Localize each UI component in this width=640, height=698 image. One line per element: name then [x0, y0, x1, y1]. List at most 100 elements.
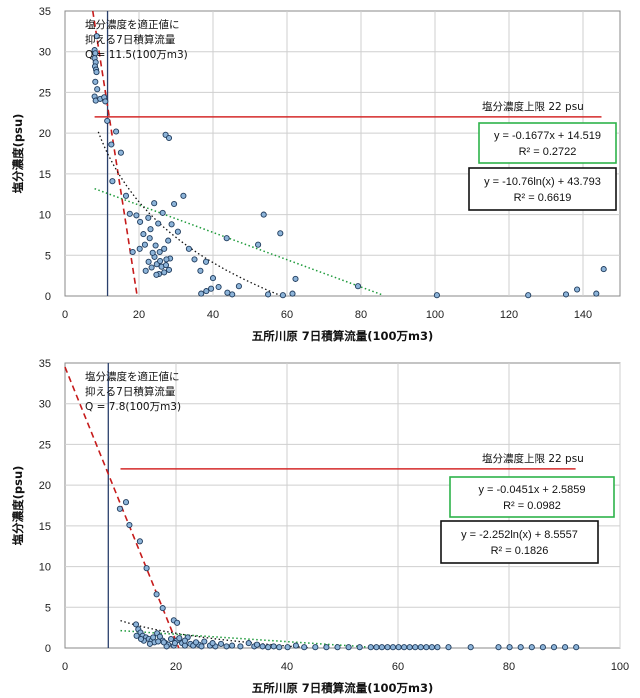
data-point	[368, 645, 373, 650]
log-r2: R² = 0.1826	[491, 545, 549, 557]
data-point	[114, 129, 119, 134]
data-point	[225, 290, 230, 295]
data-point	[149, 265, 154, 270]
y-tick-label: 5	[45, 250, 51, 262]
data-point	[551, 645, 556, 650]
data-point	[148, 227, 153, 232]
data-point	[150, 250, 155, 255]
y-tick-label: 30	[39, 47, 51, 59]
y-tick-label: 0	[45, 643, 51, 655]
data-point	[540, 645, 545, 650]
data-point	[261, 212, 266, 217]
data-point	[199, 291, 204, 296]
data-point	[192, 257, 197, 262]
data-point	[594, 291, 599, 296]
data-point	[137, 539, 142, 544]
x-tick-label: 80	[355, 309, 367, 321]
data-point	[134, 213, 139, 218]
data-point	[169, 222, 174, 227]
data-point	[164, 257, 169, 262]
data-point	[156, 221, 161, 226]
data-point	[105, 118, 110, 123]
data-point	[199, 644, 204, 649]
linear-equation: y = -0.0451x + 2.5859	[478, 484, 585, 496]
x-tick-label: 20	[170, 661, 182, 673]
data-point	[429, 645, 434, 650]
y-tick-label: 20	[39, 480, 51, 492]
data-point	[230, 643, 235, 648]
data-point	[563, 645, 568, 650]
data-point	[496, 645, 501, 650]
data-point	[468, 645, 473, 650]
data-point	[160, 606, 165, 611]
data-point	[181, 193, 186, 198]
log-equation: y = -2.252ln(x) + 8.5557	[461, 529, 578, 541]
data-point	[266, 292, 271, 297]
y-tick-label: 5	[45, 602, 51, 614]
annotation-line-1: 塩分濃度を適正値に	[85, 370, 180, 383]
data-point	[158, 258, 163, 263]
data-point	[110, 179, 115, 184]
x-tick-label: 0	[62, 661, 68, 673]
data-point	[224, 644, 229, 649]
data-point	[435, 645, 440, 650]
y-tick-label: 25	[39, 87, 51, 99]
data-point	[133, 622, 138, 627]
data-point	[563, 292, 568, 297]
data-point	[293, 643, 298, 648]
linear-equation: y = -0.1677x + 14.519	[494, 130, 601, 142]
data-point	[177, 636, 182, 641]
data-point	[147, 236, 152, 241]
x-axis-label: 五所川原 7日積算流量(100万m3)	[252, 681, 434, 695]
data-point	[218, 641, 223, 646]
x-tick-label: 60	[392, 661, 404, 673]
data-point	[446, 645, 451, 650]
data-point	[335, 645, 340, 650]
chart-bottom: 0 20 40 60 80 100 0 5 10 15 20 25 30 35 塩分濃度を適正値に 抑え…	[11, 358, 629, 695]
data-point	[224, 236, 229, 241]
data-point	[175, 620, 180, 625]
linear-r2: R² = 0.0982	[503, 500, 561, 512]
data-point	[280, 293, 285, 298]
data-point	[379, 645, 384, 650]
data-point	[162, 246, 167, 251]
data-point	[160, 210, 165, 215]
annotation-line-2: 抑える7日積算流量	[85, 33, 176, 46]
data-point	[278, 231, 283, 236]
data-point	[138, 219, 143, 224]
data-point	[198, 268, 203, 273]
y-tick-label: 10	[39, 210, 51, 222]
data-point	[193, 640, 198, 645]
data-point	[407, 645, 412, 650]
log-r2: R² = 0.6619	[514, 192, 572, 204]
data-point	[202, 639, 207, 644]
data-point	[209, 286, 214, 291]
y-axis-label: 塩分濃度(psu)	[11, 466, 25, 546]
data-point	[94, 70, 99, 75]
data-point	[260, 644, 265, 649]
x-tick-label: 0	[62, 309, 68, 321]
x-tick-labels: 0 20 40 60 80 100	[62, 661, 629, 673]
y-tick-label: 25	[39, 439, 51, 451]
data-point	[182, 643, 187, 648]
data-point	[95, 87, 100, 92]
data-point	[246, 641, 251, 646]
data-point	[153, 243, 158, 248]
data-point	[434, 293, 439, 298]
data-point	[357, 645, 362, 650]
y-tick-label: 30	[39, 399, 51, 411]
data-point	[137, 246, 142, 251]
data-point	[277, 645, 282, 650]
data-point	[172, 641, 177, 646]
data-point	[138, 636, 143, 641]
data-point	[236, 284, 241, 289]
annotation-line-3: Q = 11.5(100万m3)	[85, 49, 188, 61]
data-point	[141, 232, 146, 237]
data-point	[143, 268, 148, 273]
data-point	[574, 645, 579, 650]
data-point	[123, 500, 128, 505]
x-tick-label: 60	[281, 309, 293, 321]
y-axis-label: 塩分濃度(psu)	[11, 114, 25, 194]
y-tick-label: 10	[39, 562, 51, 574]
data-point	[424, 645, 429, 650]
